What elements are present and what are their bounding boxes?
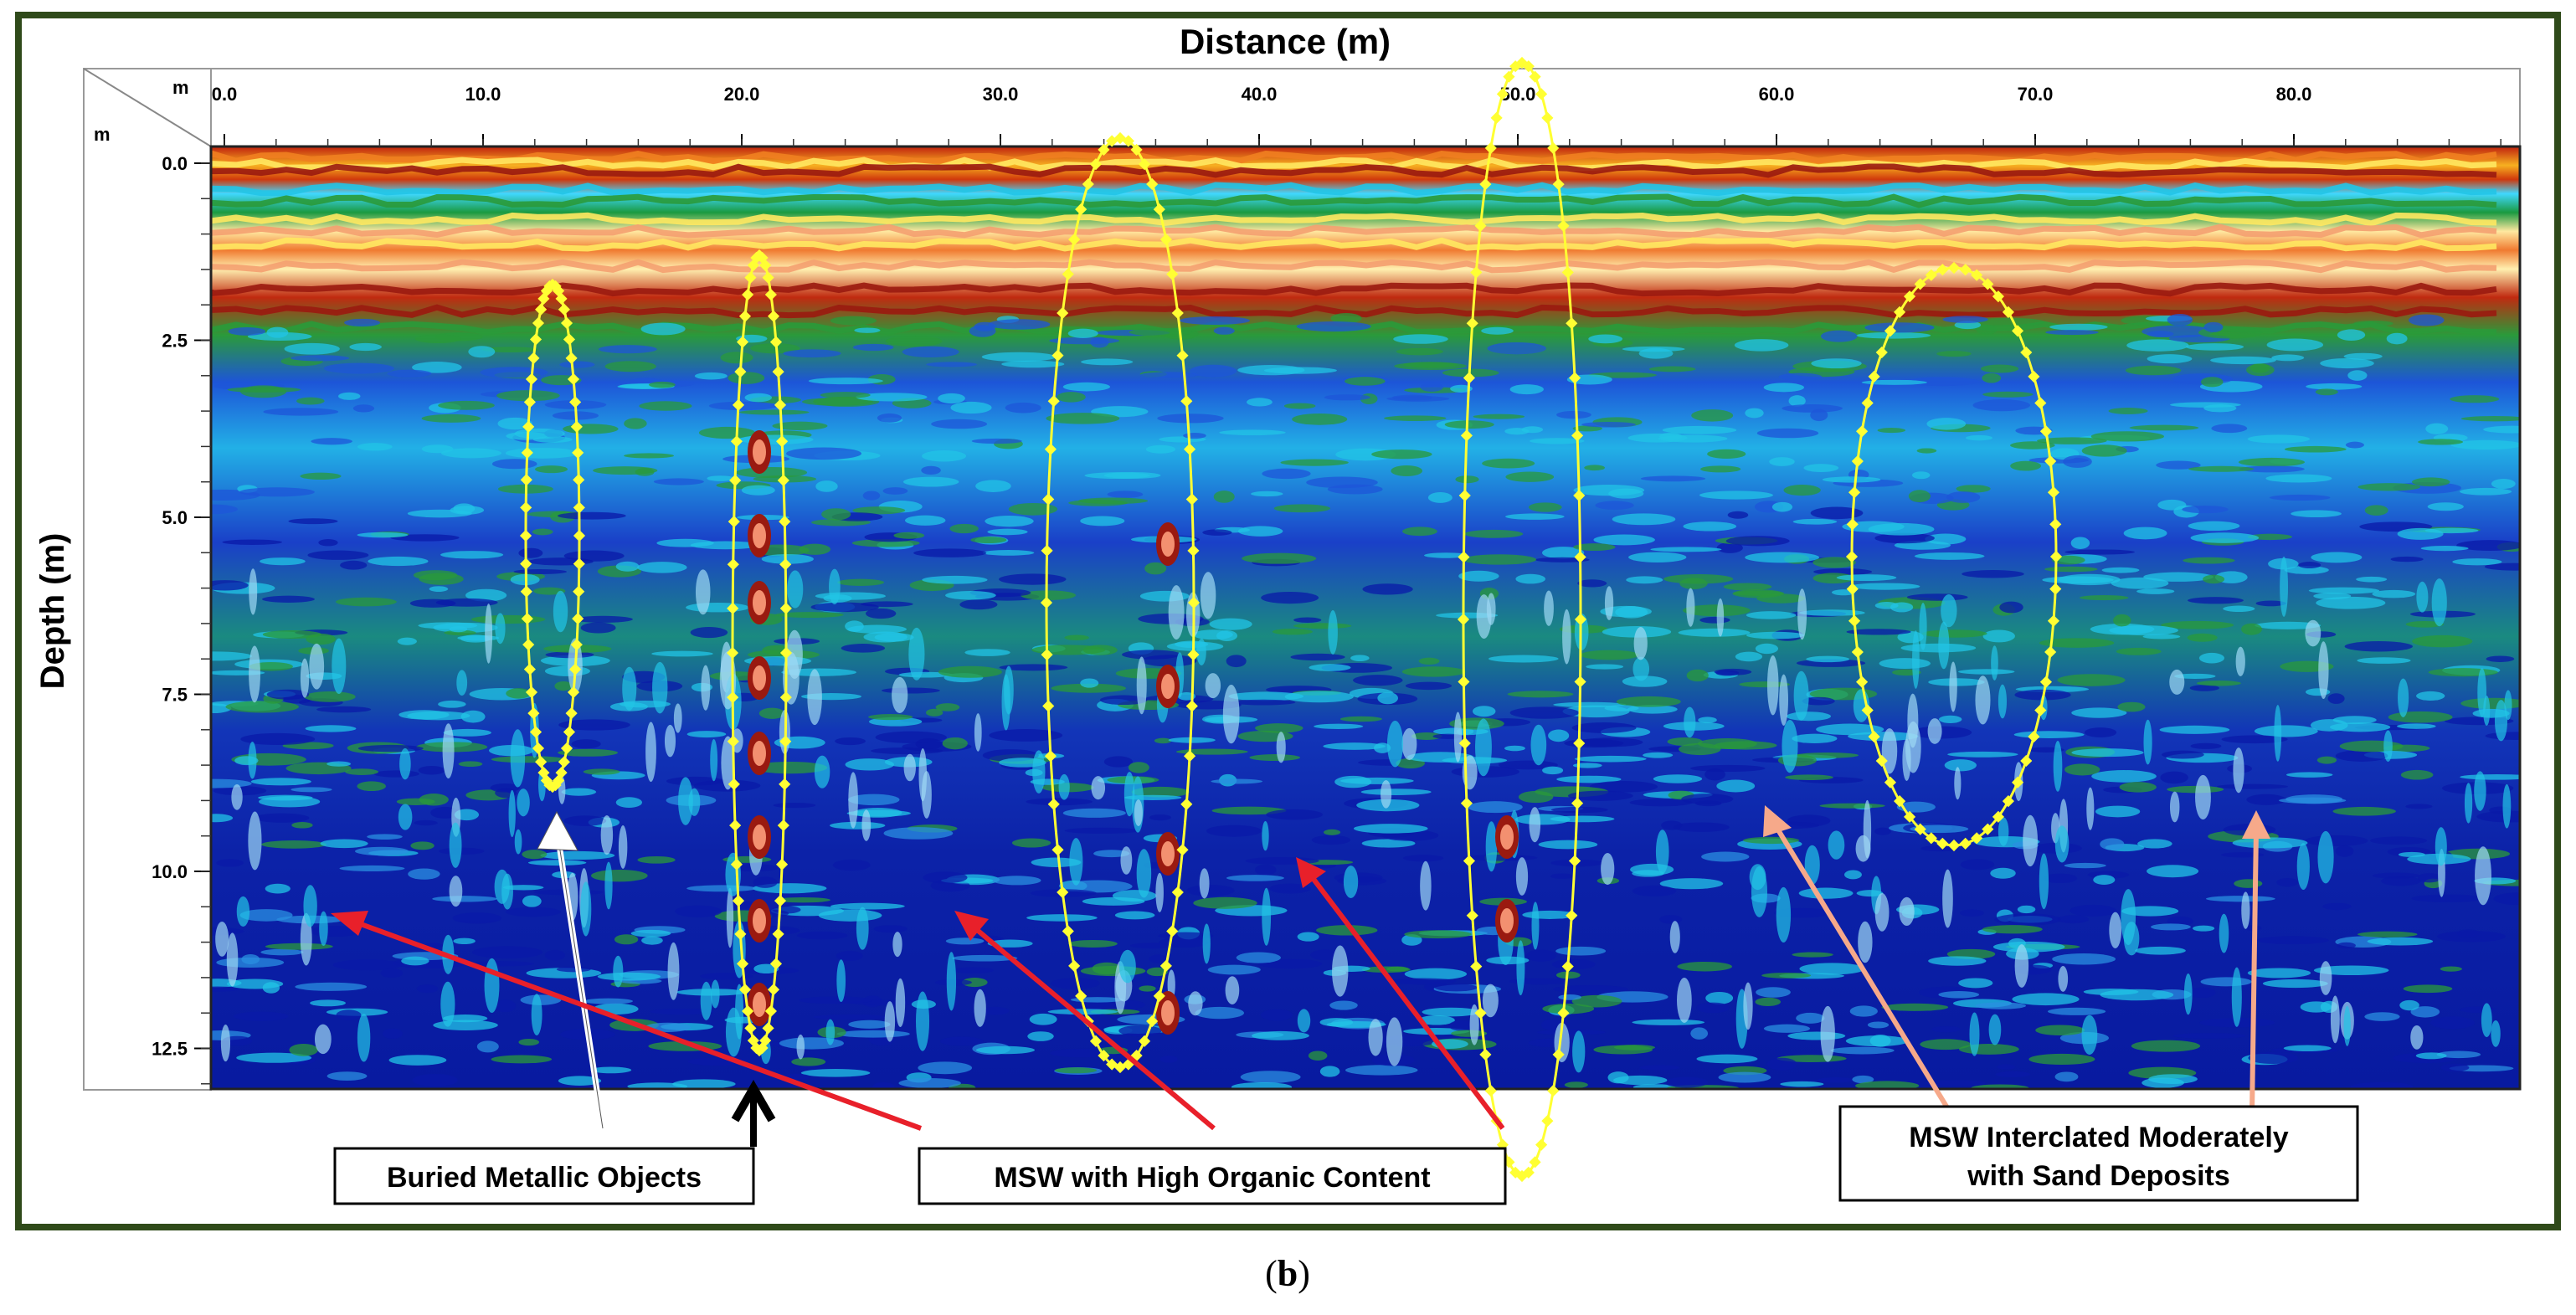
y-ruler	[83, 68, 212, 1091]
arrow-black-head	[731, 1080, 776, 1122]
arrow-salmon-2	[2250, 828, 2259, 1114]
anomaly-ellipse	[519, 278, 586, 794]
arrow-white-head	[537, 810, 578, 851]
annotation-organic: MSW with High Organic Content	[918, 1147, 1507, 1205]
x-tick-label: 0.0	[212, 84, 238, 105]
anomaly-ellipse	[726, 249, 793, 1057]
arrow-salmon-1	[1772, 823, 1953, 1115]
annotation-sand-line1: MSW Interclated Moderately	[1909, 1122, 2289, 1153]
x-tick-label: 40.0	[1242, 84, 1278, 105]
caption-open: (	[1265, 1253, 1278, 1294]
arrows	[331, 805, 2270, 1147]
x-tick-label: 60.0	[1759, 84, 1795, 105]
annotation-metallic-text: Buried Metallic Objects	[387, 1162, 702, 1194]
y-tick-label: 10.0	[152, 861, 188, 882]
arrow-red-1	[350, 918, 923, 1131]
annotation-sand-line2: with Sand Deposits	[1967, 1160, 2230, 1192]
x-tick-label: 80.0	[2276, 84, 2312, 105]
caption-close: )	[1298, 1253, 1310, 1294]
anomaly-ellipse	[1040, 131, 1201, 1074]
figure-caption: (b)	[1265, 1253, 1310, 1294]
x-tick-label: 30.0	[983, 84, 1019, 105]
y-tick-label: 2.5	[162, 331, 188, 352]
plot-border	[209, 145, 2522, 1091]
y-unit-label: m	[94, 124, 111, 145]
y-ticks: 0.0 2.5 5.0 7.5 10.0 12.5	[152, 153, 211, 1085]
y-tick-label: 7.5	[162, 685, 188, 706]
annotation-sand: MSW Interclated Moderately with Sand Dep…	[1838, 1105, 2359, 1202]
x-axis-title: Distance (m)	[1180, 22, 1391, 61]
x-ruler	[210, 68, 2521, 147]
arrow-red-2	[969, 922, 1216, 1131]
annotation-organic-text: MSW with High Organic Content	[994, 1162, 1430, 1194]
arrow-red-3	[1308, 873, 1505, 1130]
y-tick-label: 5.0	[162, 507, 188, 528]
x-ticks: 0.0 10.0 20.0 30.0 40.0 50.0 60.0 70.0 80.0	[212, 84, 2501, 146]
x-unit-label: m	[172, 77, 189, 98]
y-tick-label: 0.0	[162, 153, 188, 174]
caption-letter: b	[1278, 1253, 1298, 1294]
x-tick-label: 10.0	[465, 84, 501, 105]
annotation-metallic: Buried Metallic Objects	[333, 1147, 755, 1205]
anomaly-ellipse	[1457, 56, 1587, 1183]
y-tick-label: 12.5	[152, 1039, 188, 1060]
radargram	[211, 146, 2520, 1089]
x-tick-label: 20.0	[724, 84, 760, 105]
y-axis-title: Depth (m)	[34, 533, 71, 690]
x-tick-label: 70.0	[2018, 84, 2054, 105]
ruler-corner-line	[83, 68, 212, 147]
